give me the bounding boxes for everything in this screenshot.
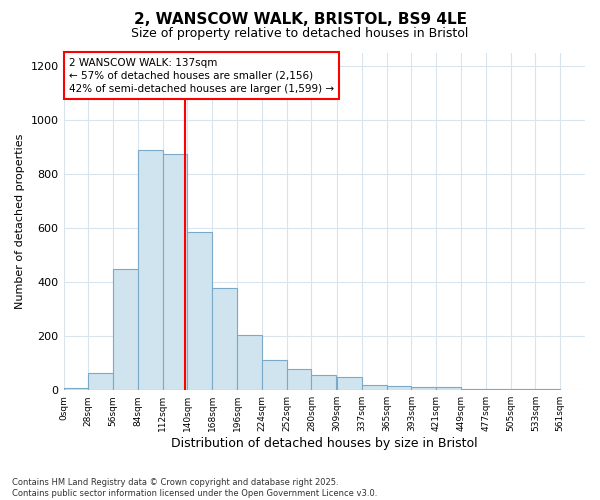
X-axis label: Distribution of detached houses by size in Bristol: Distribution of detached houses by size … <box>171 437 478 450</box>
Bar <box>311 376 336 390</box>
Bar <box>113 268 138 390</box>
Bar <box>511 389 535 390</box>
Bar <box>362 385 386 390</box>
Bar <box>287 368 311 390</box>
Bar <box>486 389 511 390</box>
Bar <box>187 232 212 390</box>
Bar <box>337 376 362 390</box>
Bar <box>163 154 187 390</box>
Bar <box>212 288 237 390</box>
Bar <box>64 388 88 390</box>
Bar <box>386 386 412 390</box>
Bar <box>461 389 486 390</box>
Text: Contains HM Land Registry data © Crown copyright and database right 2025.
Contai: Contains HM Land Registry data © Crown c… <box>12 478 377 498</box>
Y-axis label: Number of detached properties: Number of detached properties <box>15 134 25 309</box>
Bar <box>88 372 113 390</box>
Bar <box>237 335 262 390</box>
Bar <box>436 387 461 390</box>
Text: 2, WANSCOW WALK, BRISTOL, BS9 4LE: 2, WANSCOW WALK, BRISTOL, BS9 4LE <box>133 12 467 28</box>
Bar <box>138 150 163 390</box>
Bar <box>412 387 436 390</box>
Text: 2 WANSCOW WALK: 137sqm
← 57% of detached houses are smaller (2,156)
42% of semi-: 2 WANSCOW WALK: 137sqm ← 57% of detached… <box>69 58 334 94</box>
Bar <box>262 360 287 390</box>
Text: Size of property relative to detached houses in Bristol: Size of property relative to detached ho… <box>131 28 469 40</box>
